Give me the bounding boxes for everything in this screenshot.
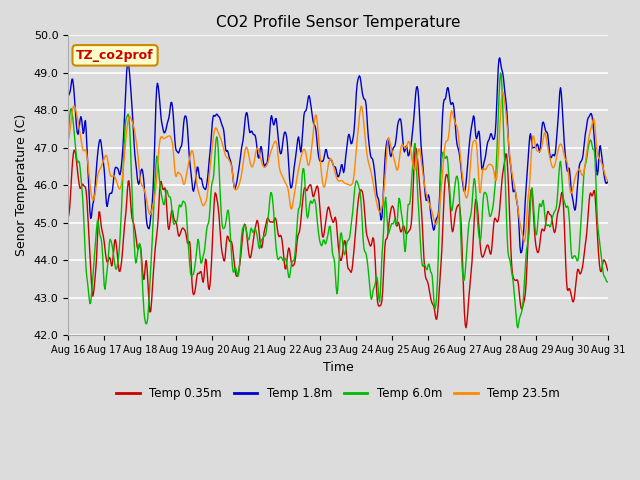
Temp 0.35m	[404, 230, 412, 236]
Y-axis label: Senor Temperature (C): Senor Temperature (C)	[15, 114, 28, 256]
Temp 23.5m	[419, 173, 427, 179]
Temp 0.35m	[604, 268, 612, 274]
Temp 6.0m	[497, 70, 504, 76]
Temp 6.0m	[64, 131, 72, 136]
Temp 0.35m	[420, 255, 428, 261]
Text: TZ_co2prof: TZ_co2prof	[76, 49, 154, 62]
Temp 6.0m	[604, 279, 612, 285]
Temp 1.8m	[496, 55, 504, 60]
Legend: Temp 0.35m, Temp 1.8m, Temp 6.0m, Temp 23.5m: Temp 0.35m, Temp 1.8m, Temp 6.0m, Temp 2…	[111, 382, 564, 404]
Temp 0.35m	[64, 215, 72, 220]
Temp 23.5m	[404, 141, 412, 147]
Temp 1.8m	[74, 132, 82, 137]
Temp 23.5m	[184, 162, 192, 168]
Temp 23.5m	[213, 126, 221, 132]
Temp 23.5m	[64, 138, 72, 144]
Temp 23.5m	[130, 123, 138, 129]
Temp 1.8m	[404, 148, 412, 154]
Temp 0.35m	[412, 145, 419, 151]
X-axis label: Time: Time	[323, 360, 353, 373]
Temp 1.8m	[64, 94, 72, 99]
Temp 0.35m	[184, 240, 192, 246]
Temp 6.0m	[74, 159, 82, 165]
Temp 0.35m	[130, 220, 138, 226]
Line: Temp 23.5m: Temp 23.5m	[68, 92, 608, 241]
Temp 1.8m	[517, 250, 525, 256]
Temp 1.8m	[184, 137, 192, 143]
Temp 6.0m	[130, 224, 138, 230]
Temp 6.0m	[514, 325, 522, 331]
Temp 1.8m	[419, 166, 427, 172]
Temp 1.8m	[130, 129, 138, 135]
Temp 6.0m	[213, 134, 221, 140]
Line: Temp 1.8m: Temp 1.8m	[68, 58, 608, 253]
Temp 6.0m	[184, 241, 192, 247]
Temp 6.0m	[404, 210, 412, 216]
Temp 6.0m	[419, 264, 427, 269]
Temp 1.8m	[604, 179, 612, 185]
Temp 0.35m	[462, 325, 470, 331]
Temp 23.5m	[499, 89, 507, 95]
Temp 0.35m	[74, 171, 82, 177]
Temp 1.8m	[213, 111, 221, 117]
Line: Temp 6.0m: Temp 6.0m	[68, 73, 608, 328]
Title: CO2 Profile Sensor Temperature: CO2 Profile Sensor Temperature	[216, 15, 460, 30]
Temp 0.35m	[213, 195, 221, 201]
Temp 23.5m	[521, 239, 529, 244]
Temp 23.5m	[74, 118, 82, 124]
Line: Temp 0.35m: Temp 0.35m	[68, 148, 608, 328]
Temp 23.5m	[604, 178, 612, 183]
